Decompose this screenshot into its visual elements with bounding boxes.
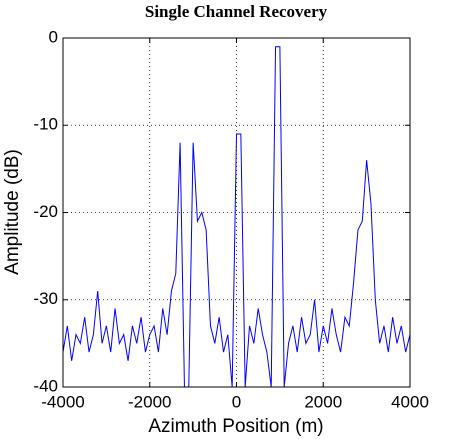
y-tick-label: -30: [33, 289, 58, 308]
x-tick-label: -2000: [128, 392, 171, 411]
x-tick-label: 2000: [304, 392, 342, 411]
signal-line: [62, 46, 411, 388]
x-axis-title: Azimuth Position (m): [148, 416, 323, 437]
x-tick-label: 0: [232, 392, 241, 411]
y-axis-title: Amplitude (dB): [2, 149, 23, 275]
y-tick-label: -10: [33, 115, 58, 134]
x-tick-label: -4000: [41, 392, 84, 411]
y-tick-label: -20: [33, 202, 58, 221]
y-tick-label: 0: [49, 27, 58, 46]
y-tick-label: -40: [33, 376, 58, 395]
x-tick-label: 4000: [391, 392, 429, 411]
plot-frame: [62, 37, 411, 388]
chart-title: Single Channel Recovery: [145, 2, 328, 21]
